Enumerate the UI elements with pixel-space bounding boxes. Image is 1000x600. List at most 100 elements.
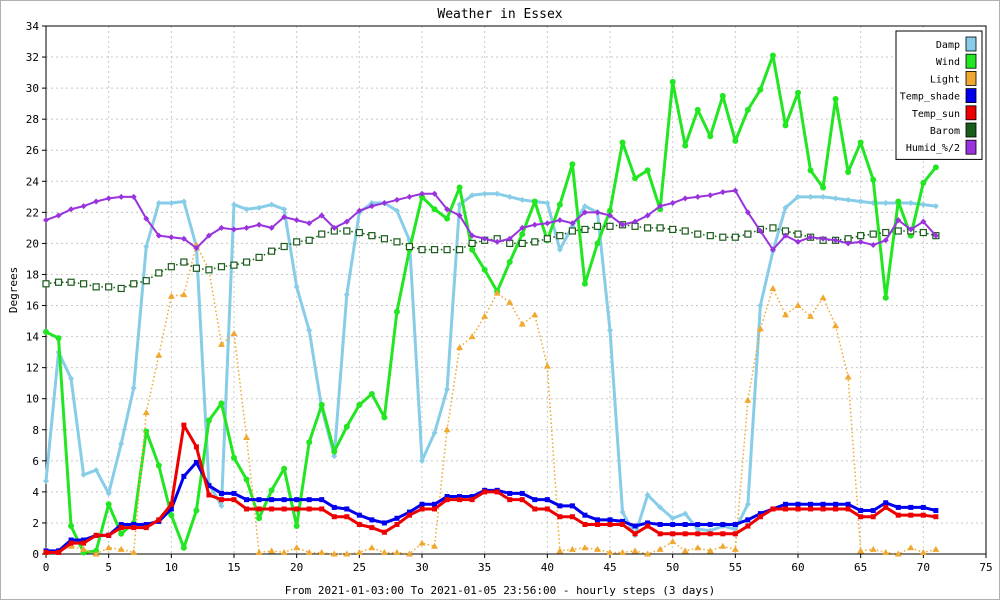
x-tick-label: 30 [415,561,428,574]
data-point [644,167,651,174]
y-tick-label: 4 [32,486,39,499]
data-point [80,203,87,210]
data-point [782,501,788,507]
data-point [406,509,412,515]
data-point [306,497,312,503]
data-point [732,137,739,144]
data-point [933,514,939,520]
data-point [544,506,550,512]
data-point [419,506,425,512]
data-point [143,525,149,531]
data-point [744,209,751,216]
data-point [206,492,212,498]
legend-label-temp-shade: Temp_shade [900,92,960,103]
legend-swatch-light [965,71,977,86]
data-point [857,198,864,205]
data-point [869,545,877,552]
data-point [757,514,763,520]
data-point [870,514,876,520]
data-point [857,238,864,245]
data-point [895,512,901,518]
data-point [405,550,413,557]
data-point [431,429,438,436]
data-point [255,253,263,261]
data-point [243,434,251,441]
data-point [167,292,175,299]
y-tick-label: 26 [26,144,39,157]
x-tick-label: 65 [854,561,867,574]
data-point [919,548,927,555]
data-point [606,548,614,555]
data-point [93,532,99,538]
series-line-light [46,244,937,555]
data-point [694,193,701,200]
data-point [418,539,426,546]
series-temp-sun [43,422,939,555]
data-point [43,328,49,335]
data-point [231,201,237,208]
data-point [832,195,839,202]
data-point [305,548,313,555]
data-point [331,224,338,231]
data-point [744,396,752,403]
data-point [281,506,287,512]
data-point [581,209,588,216]
data-point [657,203,664,210]
data-point [770,506,776,512]
data-point [293,544,301,551]
data-point [356,521,362,527]
data-point [280,242,288,251]
data-point [757,511,763,517]
data-point [581,203,588,210]
data-point [456,184,463,191]
legend-swatch-temp-shade [965,88,977,103]
data-point [756,325,764,332]
data-point [331,504,337,510]
data-point [669,225,677,234]
data-point [682,195,689,202]
data-point [406,193,413,200]
data-point [469,494,475,500]
data-point [130,193,137,200]
data-point [920,512,926,518]
data-point [543,362,551,369]
data-point [833,501,839,507]
data-point [920,504,926,510]
data-point [519,224,526,231]
data-point [607,327,613,334]
data-point [757,302,764,309]
data-point [632,523,638,529]
data-point [168,512,175,519]
y-tick-label: 14 [26,331,40,344]
data-point [456,201,463,208]
data-point [306,506,312,512]
data-point [744,106,751,113]
data-point [669,200,676,207]
x-tick-label: 40 [541,561,554,574]
data-point [118,525,124,531]
data-point [469,497,475,503]
y-tick-label: 22 [26,206,39,219]
data-point [619,509,626,516]
data-point [105,283,113,291]
data-point [68,523,75,530]
data-point [757,227,764,234]
y-tick-label: 18 [26,268,39,281]
data-point [581,225,589,234]
data-point [643,224,652,232]
data-point [669,538,677,545]
data-point [419,190,425,197]
data-point [695,531,701,537]
data-point [808,506,814,512]
data-point [419,457,425,464]
y-tick-label: 2 [32,517,39,530]
data-point [607,212,613,219]
y-tick-label: 10 [26,393,39,406]
plot-area-border [45,25,987,555]
legend-swatch-damp [965,36,977,52]
data-point [54,278,63,286]
data-point [368,544,376,551]
data-point [569,220,576,227]
legend-label-damp: Damp [936,40,960,51]
